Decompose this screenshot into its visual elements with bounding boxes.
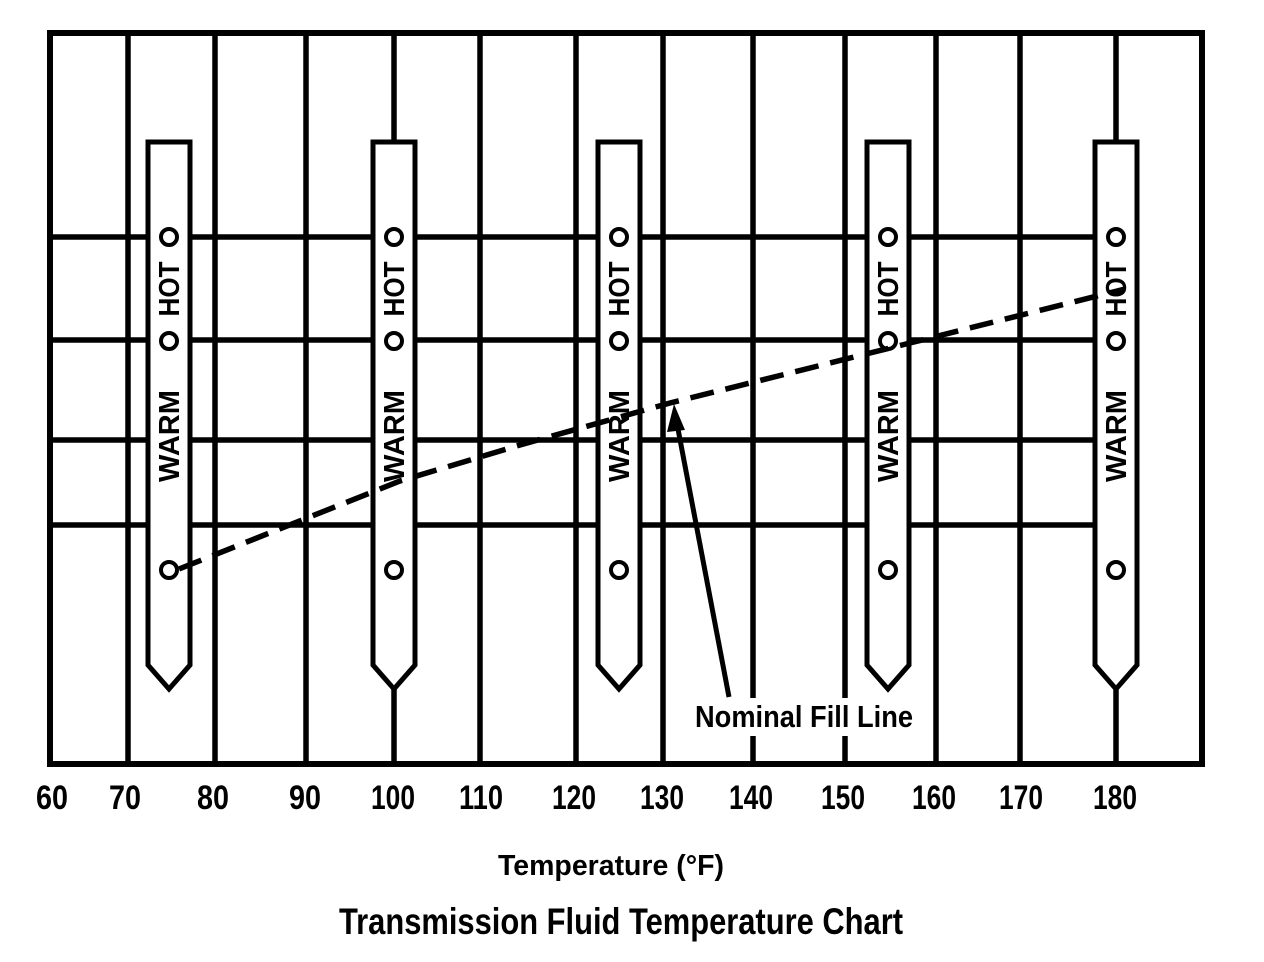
svg-text:90: 90 <box>289 779 321 817</box>
svg-text:WARM: WARM <box>379 390 411 482</box>
svg-text:180: 180 <box>1093 779 1137 817</box>
svg-text:WARM: WARM <box>604 390 636 482</box>
svg-text:HOT: HOT <box>604 261 636 316</box>
svg-text:WARM: WARM <box>154 390 186 482</box>
svg-text:130: 130 <box>640 779 684 817</box>
svg-text:150: 150 <box>821 779 865 817</box>
svg-text:140: 140 <box>729 779 773 817</box>
svg-text:100: 100 <box>371 779 415 817</box>
svg-text:WARM: WARM <box>1101 390 1133 482</box>
svg-text:110: 110 <box>459 779 503 817</box>
svg-text:170: 170 <box>999 779 1043 817</box>
svg-text:WARM: WARM <box>873 390 905 482</box>
svg-text:60: 60 <box>36 779 68 817</box>
svg-text:160: 160 <box>912 779 956 817</box>
svg-text:120: 120 <box>552 779 596 817</box>
svg-text:Transmission Fluid Temperature: Transmission Fluid Temperature Chart <box>339 900 903 942</box>
svg-text:70: 70 <box>109 779 141 817</box>
svg-text:80: 80 <box>197 779 229 817</box>
svg-text:HOT: HOT <box>154 261 186 316</box>
svg-text:Nominal Fill Line: Nominal Fill Line <box>695 699 913 734</box>
svg-text:Temperature (°F): Temperature (°F) <box>498 850 724 882</box>
svg-text:HOT: HOT <box>873 261 905 316</box>
svg-text:HOT: HOT <box>379 261 411 316</box>
